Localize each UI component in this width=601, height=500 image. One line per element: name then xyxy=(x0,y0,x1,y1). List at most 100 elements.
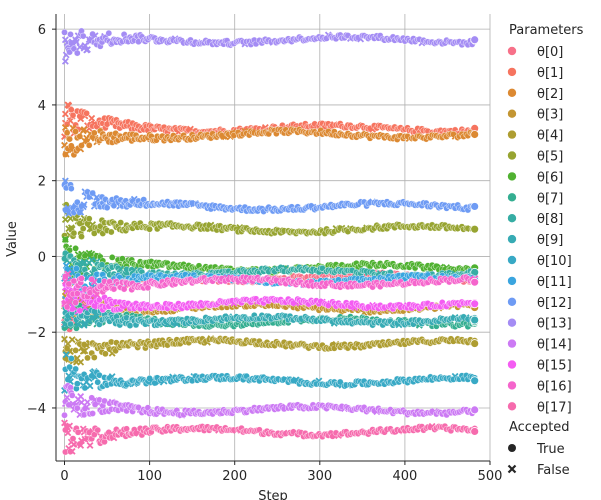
point-accepted xyxy=(108,228,115,236)
x-tick-label: 500 xyxy=(478,469,503,484)
point-accepted xyxy=(76,307,84,315)
legend-label: θ[17] xyxy=(537,400,572,415)
point-accepted xyxy=(72,128,79,135)
point-rejected xyxy=(62,150,70,158)
legend-label: θ[16] xyxy=(537,379,572,394)
legend-label: θ[0] xyxy=(537,45,563,60)
point-final xyxy=(470,224,480,234)
legend-parameter-items: θ[0] θ[1] θ[2] θ[3] θ[4] θ[5] θ[6] θ[7] θ[8] θ[9]… xyxy=(507,45,572,415)
point-accepted xyxy=(63,129,71,136)
point-rejected xyxy=(67,117,74,125)
point-accepted xyxy=(74,380,81,388)
legend-item-param-4: θ[4] xyxy=(507,129,563,144)
point-accepted xyxy=(74,404,81,412)
legend-label: θ[7] xyxy=(537,191,563,206)
legend-label: θ[12] xyxy=(537,296,572,311)
point-accepted xyxy=(105,29,113,37)
legend: Parameters θ[0]θ[1]θ[2]θ[3]θ[4]θ[5]θ[6]θ… xyxy=(507,23,584,478)
series-13 xyxy=(61,27,480,65)
point-final xyxy=(470,299,480,309)
legend-marker xyxy=(507,276,517,286)
legend-item-param-2: θ[2] xyxy=(507,87,563,102)
point-accepted xyxy=(78,233,85,240)
grid xyxy=(56,14,491,461)
legend-label: θ[5] xyxy=(537,150,563,165)
point-accepted xyxy=(144,284,152,292)
point-accepted xyxy=(79,225,87,232)
legend-label: θ[15] xyxy=(537,359,572,374)
legend-item-param-15: θ[15] xyxy=(507,359,572,374)
point-final xyxy=(470,277,480,287)
legend-label: θ[3] xyxy=(537,108,563,123)
y-tick-label: 2 xyxy=(38,175,46,190)
series-4 xyxy=(61,335,480,366)
point-rejected xyxy=(80,126,88,133)
legend-item-true: True xyxy=(508,442,565,457)
x-tick-label: 100 xyxy=(137,469,162,484)
point-accepted xyxy=(74,49,81,57)
legend-marker xyxy=(507,67,517,77)
point-rejected xyxy=(77,358,85,366)
legend-marker xyxy=(507,359,517,370)
legend-item-param-16: θ[16] xyxy=(507,379,572,394)
legend-marker xyxy=(507,213,517,223)
legend-marker xyxy=(507,234,517,244)
legend-item-param-9: θ[9] xyxy=(507,233,563,248)
point-accepted xyxy=(70,229,78,237)
point-accepted xyxy=(72,245,79,252)
legend-label-true: True xyxy=(536,442,565,457)
x-tick-label: 300 xyxy=(307,469,332,484)
point-accepted xyxy=(85,141,93,149)
series-10 xyxy=(61,351,480,394)
point-accepted xyxy=(94,426,101,434)
legend-label: θ[14] xyxy=(537,338,572,353)
legend-title-accepted: Accepted xyxy=(509,420,570,435)
legend-label: θ[6] xyxy=(537,170,563,185)
point-accepted xyxy=(67,384,74,391)
point-accepted xyxy=(61,411,68,419)
point-rejected xyxy=(86,382,94,390)
legend-item-param-14: θ[14] xyxy=(507,338,572,353)
x-tick-label: 0 xyxy=(60,469,68,484)
legend-label-false: False xyxy=(537,463,570,478)
axes xyxy=(55,14,490,462)
legend-label: θ[4] xyxy=(537,129,563,144)
point-accepted xyxy=(91,129,98,137)
point-accepted xyxy=(69,112,77,119)
point-accepted xyxy=(102,350,109,358)
legend-item-false: False xyxy=(507,463,570,478)
point-accepted xyxy=(68,392,76,399)
point-accepted xyxy=(76,133,84,140)
point-accepted xyxy=(108,254,116,261)
point-accepted xyxy=(67,31,74,38)
legend-item-param-13: θ[13] xyxy=(507,317,572,332)
legend-item-param-10: θ[10] xyxy=(507,254,572,269)
point-accepted xyxy=(68,185,75,192)
legend-marker xyxy=(507,380,517,391)
legend-marker xyxy=(507,129,517,140)
legend-item-param-0: θ[0] xyxy=(507,45,563,60)
legend-item-param-11: θ[11] xyxy=(507,275,572,290)
y-tick-label: 0 xyxy=(38,250,46,265)
point-final xyxy=(470,130,480,139)
legend-label: θ[2] xyxy=(537,87,563,102)
legend-label: θ[10] xyxy=(537,254,572,269)
legend-item-param-12: θ[12] xyxy=(507,296,572,311)
legend-marker xyxy=(507,296,517,307)
point-accepted xyxy=(78,275,85,282)
point-accepted xyxy=(74,290,81,297)
point-accepted xyxy=(61,29,68,36)
point-final xyxy=(470,202,480,211)
legend-marker xyxy=(507,192,517,203)
point-accepted xyxy=(84,354,91,362)
legend-label: θ[13] xyxy=(537,317,572,332)
legend-item-param-5: θ[5] xyxy=(507,150,563,165)
legend-marker xyxy=(507,108,517,119)
point-accepted xyxy=(63,303,71,311)
point-accepted xyxy=(74,428,82,436)
point-accepted xyxy=(117,219,124,226)
point-final xyxy=(470,376,480,386)
point-accepted xyxy=(72,347,79,354)
point-accepted xyxy=(89,410,96,417)
legend-marker xyxy=(507,150,517,161)
